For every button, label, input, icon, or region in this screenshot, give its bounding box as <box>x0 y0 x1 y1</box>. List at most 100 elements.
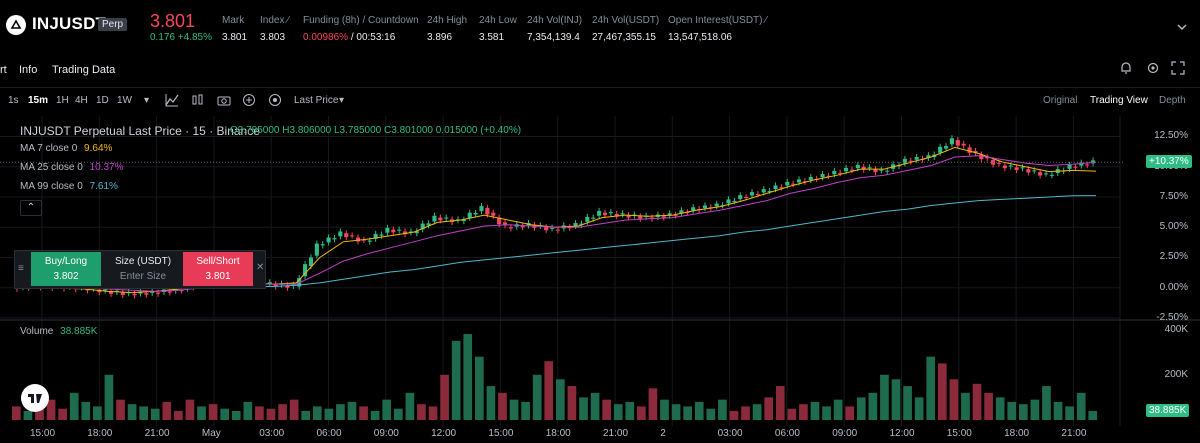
tab-chart[interactable]: rt <box>0 64 7 76</box>
view-trading-view[interactable]: Trading View <box>1090 95 1148 106</box>
drawing-tools-icon[interactable] <box>268 93 282 112</box>
interval-15m[interactable]: 15m <box>28 95 49 106</box>
volume-bar <box>752 404 762 420</box>
volume-bar <box>625 401 635 420</box>
sell-short-button[interactable]: Sell/Short 3.801 <box>183 252 253 286</box>
candle-body <box>902 158 907 164</box>
interval-1d[interactable]: 1D <box>96 95 109 106</box>
candle-body <box>1085 164 1090 166</box>
volume-bar <box>602 399 611 420</box>
fullscreen-icon[interactable] <box>1170 60 1186 76</box>
candle-body <box>397 229 402 231</box>
candle-body <box>420 223 425 230</box>
price-type-select[interactable]: Last Price <box>294 95 339 106</box>
symbol-name[interactable]: INJUSDT <box>32 14 107 33</box>
volume-bar <box>116 399 125 420</box>
candle-body <box>602 212 608 216</box>
interval-dropdown-icon[interactable]: ▾ <box>144 95 150 106</box>
candle-body <box>520 226 525 228</box>
candle-body <box>432 215 437 222</box>
ma99-label: MA 99 close 0 <box>20 181 83 192</box>
indicators-icon[interactable] <box>165 93 179 112</box>
settings-icon[interactable] <box>1145 60 1161 76</box>
candle-body <box>1002 165 1007 169</box>
candle-body <box>614 213 619 217</box>
price-axis-label: 2.50% <box>1159 251 1188 263</box>
tab-info[interactable]: Info <box>19 64 38 76</box>
volume-bar <box>509 399 519 420</box>
volume-bar <box>336 404 345 420</box>
candle-body <box>1020 167 1025 169</box>
candle-body <box>1043 173 1049 175</box>
time-axis-label: 06:00 <box>774 428 800 439</box>
stat-value: 27,467,355.15 <box>592 32 656 43</box>
chart-title: INJUSDT Perpetual Last Price · 15 · Bina… <box>20 124 260 138</box>
volume-bar <box>359 406 368 420</box>
candle-body <box>367 240 372 242</box>
candle-body <box>796 179 802 183</box>
volume-bar <box>1042 386 1051 420</box>
tradingview-logo-icon[interactable] <box>21 384 49 412</box>
volume-bar <box>937 363 947 420</box>
view-depth[interactable]: Depth <box>1159 95 1186 106</box>
expand-header-icon[interactable] <box>1176 20 1188 32</box>
volume-bar <box>984 392 993 420</box>
buy-long-button[interactable]: Buy/Long 3.802 <box>31 252 101 286</box>
size-input[interactable]: Enter Size <box>119 271 167 282</box>
interval-1w[interactable]: 1W <box>117 95 132 106</box>
candle-body <box>461 219 466 222</box>
drag-handle-icon[interactable]: ≡ <box>18 263 24 274</box>
alert-bell-icon[interactable] <box>1118 60 1134 76</box>
add-indicator-icon[interactable] <box>242 93 256 112</box>
tab-trading-data[interactable]: Trading Data <box>52 64 116 76</box>
volume-bar <box>729 410 739 420</box>
volume-bar <box>370 410 380 420</box>
candle-body <box>267 282 272 284</box>
interval-4h[interactable]: 4H <box>75 95 88 106</box>
candle-body <box>497 217 502 225</box>
time-axis-label: 18:00 <box>87 428 113 439</box>
candle-body <box>303 264 308 277</box>
ticker-header: INJUSDT Perp 3.801 0.176 +4.85% Mark 3.80… <box>0 0 1200 56</box>
screenshot-icon[interactable] <box>217 93 231 112</box>
view-original[interactable]: Original <box>1043 95 1078 106</box>
candle-body <box>120 292 125 296</box>
candle-body <box>485 207 490 215</box>
stat-value: 3.801 <box>222 32 248 43</box>
volume-bar <box>405 392 415 420</box>
collapse-legend-button[interactable]: ⌃ <box>20 200 42 216</box>
ma99-value: 7.61% <box>89 181 118 192</box>
candle-body <box>679 210 684 214</box>
interval-1s[interactable]: 1s <box>8 95 19 106</box>
candle-body <box>402 231 408 235</box>
candle-body <box>761 189 766 193</box>
stat-label: Mark <box>222 15 245 26</box>
volume-bar <box>35 404 44 420</box>
candle-body <box>408 231 413 233</box>
volume-bar <box>46 399 56 420</box>
candle-body <box>996 162 1002 164</box>
volume-bar <box>69 392 79 420</box>
candle-body <box>732 200 737 202</box>
volume-axis-label: 200K <box>1164 368 1188 380</box>
volume-bar <box>428 406 438 420</box>
close-icon[interactable]: ✕ <box>256 262 265 273</box>
candle-body <box>855 164 860 169</box>
candle-body <box>702 205 708 209</box>
sell-short-label: Sell/Short <box>196 256 240 267</box>
candle-body <box>414 231 419 234</box>
candle-body <box>791 183 796 185</box>
volume-bar <box>58 408 67 420</box>
volume-bar <box>926 356 936 420</box>
price-type-dropdown-icon[interactable]: ▾ <box>339 95 345 106</box>
candle-body <box>597 210 602 216</box>
chart-type-icon[interactable] <box>191 93 205 112</box>
candle-body <box>467 212 472 218</box>
price-chart[interactable] <box>0 116 1200 443</box>
candle-body <box>691 207 696 211</box>
volume-bar <box>590 392 600 420</box>
interval-1h[interactable]: 1H <box>56 95 69 106</box>
candle-body <box>555 229 560 231</box>
volume-bar <box>567 386 577 420</box>
volume-bar <box>833 399 843 420</box>
